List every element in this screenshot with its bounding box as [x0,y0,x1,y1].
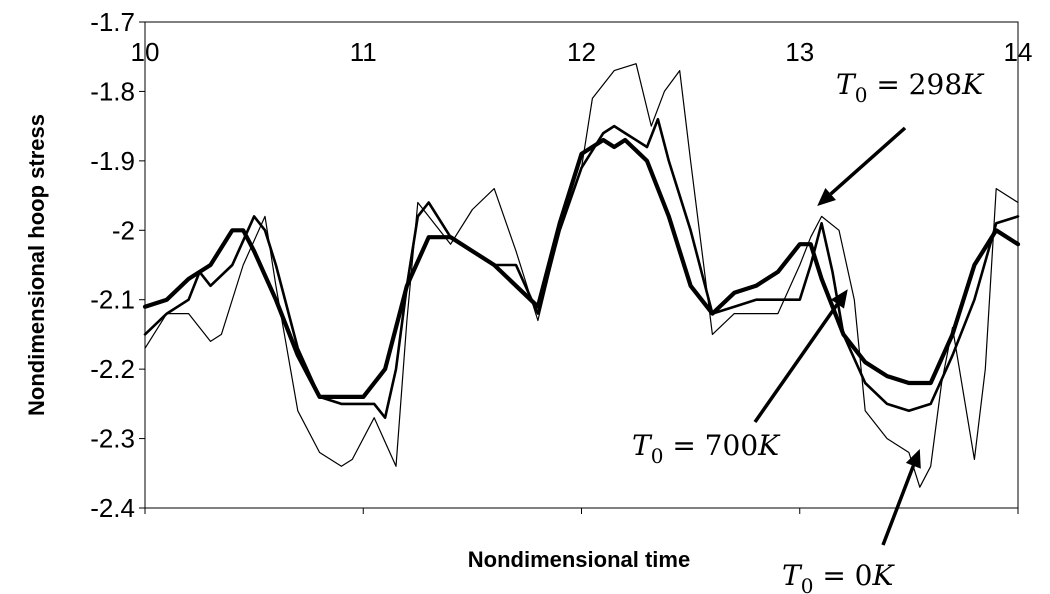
annot-700k-unit: K [757,429,781,462]
y-tick-label: -2.4 [90,493,135,523]
annot-0k-unit: K [872,559,896,592]
annot-0k-label: T0 = 0K [782,559,896,594]
annot-700k-arrow-head [830,289,848,309]
x-axis-ticks: 10 11 12 13 14 [131,37,1033,514]
y-tick-label: -1.9 [90,146,135,176]
y-tick-label: -2.1 [90,285,135,315]
annot-700k-label: T0 = 700K [632,429,781,468]
series-group [142,63,1021,488]
annot-0k-sub: 0 [801,574,814,594]
series-line-thick [142,137,1021,399]
annot-298k-label: T0 = 298K [836,68,985,107]
annot-298k-sym: T [836,68,857,101]
annot-0k-rest: = 0 [813,559,872,592]
x-axis-title: Nondimensional time [468,547,690,572]
annot-298k-unit: K [961,68,985,101]
annot-298k-rest: = 298 [867,68,962,101]
annot-298k-sub: 0 [855,83,868,107]
annot-700k-rest: = 700 [663,429,758,462]
annot-298k-arrow-head [817,188,836,206]
annot-0k-arrow-head [905,448,921,469]
annot-700k-sub: 0 [651,444,664,468]
y-tick-label: -1.7 [90,7,135,37]
annotation-arrows [753,126,921,546]
y-axis-title: Nondimensional hoop stress [24,114,49,416]
annot-700k-sym: T [632,429,653,462]
annot-700k-arrow-shaft [753,303,839,424]
x-tick-label: 11 [350,37,377,67]
x-tick-label: 13 [785,37,814,67]
x-tick-label: 14 [1004,37,1033,67]
y-tick-label: -2.3 [90,424,135,454]
x-tick-label: 10 [131,37,160,67]
y-axis-ticks: -1.7 -1.8 -1.9 -2 -2.1 -2.2 -2.3 -2.4 [90,7,145,523]
annot-0k-sym: T [782,559,803,592]
y-tick-label: -1.8 [90,76,135,106]
x-tick-label: 12 [567,37,596,67]
y-tick-label: -2 [112,215,135,245]
series-line-medium [143,117,1020,420]
annot-298k-arrow-shaft [829,126,907,196]
series-line-thin [144,63,1019,488]
annot-0k-arrow-shaft [881,465,915,546]
y-tick-label: -2.2 [90,354,135,384]
